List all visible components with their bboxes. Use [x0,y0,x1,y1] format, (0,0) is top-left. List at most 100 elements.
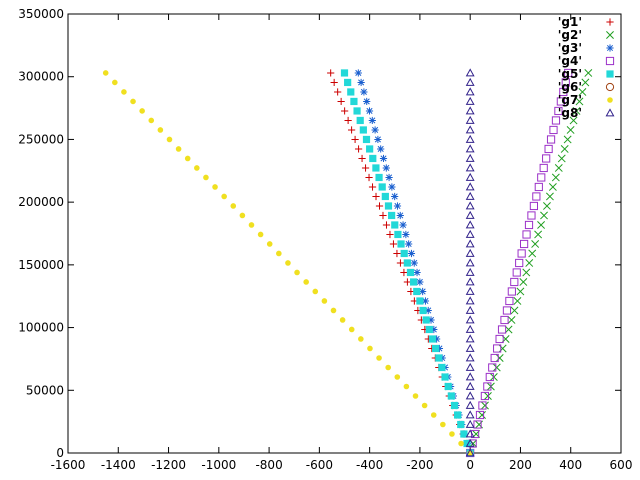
data-point [419,287,427,296]
open-circle-marker [605,82,615,92]
filled-square-marker [450,401,459,410]
data-point [407,249,416,258]
data-point [563,135,572,144]
cross-marker [528,249,537,258]
x-tick-label: 200 [509,458,532,472]
data-point [410,259,418,267]
data-point [112,79,118,86]
open-square-marker [539,163,548,173]
filled-square-marker [463,439,471,448]
data-point [475,410,485,420]
open-triangle-marker [465,201,475,210]
data-point [384,202,393,210]
data-point [527,211,536,220]
filled-square-marker [422,316,430,324]
cross-marker [543,202,551,210]
data-point [473,420,482,429]
open-square-marker [532,192,541,201]
data-point [102,70,109,76]
x-tick-label: 0 [466,458,474,472]
filled-square-marker [340,69,349,77]
filled-circle-marker [440,421,446,428]
data-point [427,316,435,324]
star-marker [410,259,418,267]
data-point [379,154,388,163]
data-point [285,260,291,266]
open-triangle-marker [465,106,475,115]
data-point [421,402,428,409]
open-triangle-marker [465,220,475,229]
filled-square-marker [372,164,380,172]
data-point [348,326,355,333]
cross-marker [519,278,528,286]
star-marker [371,126,379,134]
data-point [465,125,475,134]
filled-square-marker [400,249,408,258]
data-point [537,173,546,182]
open-square-marker [517,249,526,258]
filled-square-marker [460,430,468,438]
data-point [532,192,541,201]
x-tick-label: -200 [406,458,433,472]
legend-label: 'g7' [558,93,582,107]
data-point [465,87,475,96]
data-point [379,211,387,220]
plus-marker [344,116,352,125]
cross-marker [566,126,575,134]
plus-marker [393,249,401,258]
data-point [465,68,475,77]
data-point [396,211,404,220]
data-point [139,108,145,114]
open-triangle-marker [465,96,475,105]
data-point [413,287,421,296]
star-marker [419,287,427,296]
data-point [465,77,475,86]
data-point [432,344,440,353]
cross-marker [525,259,534,267]
data-point [465,372,475,381]
data-point [559,87,568,97]
legend-marker [606,31,614,39]
cross-marker [548,183,557,191]
cross-marker [551,173,560,182]
data-point [480,391,489,401]
star-marker [435,344,444,353]
star-marker [374,135,382,144]
plus-marker [351,135,359,144]
open-triangle-marker [465,305,475,314]
open-triangle-marker [465,267,475,276]
data-point [385,173,393,182]
open-square-marker [488,363,497,372]
data-point [549,125,558,135]
data-point [531,240,540,248]
data-point [513,297,522,305]
y-tick-label: 50000 [26,383,64,397]
star-marker [402,230,410,239]
data-point [524,220,534,230]
data-point [534,182,543,192]
data-point [341,107,349,115]
data-point [376,355,382,361]
data-point [393,249,401,258]
data-point [358,336,364,342]
open-triangle-marker [465,87,475,96]
open-triangle-marker [465,324,475,333]
filled-square-marker [406,268,415,277]
open-triangle-marker [465,144,475,153]
open-square-marker [485,372,494,382]
star-marker [416,278,424,286]
open-triangle-marker [465,362,475,371]
open-square-marker [495,334,504,344]
data-point [460,430,468,438]
data-point [478,411,486,419]
series-g7 [102,70,473,456]
open-square-marker [556,97,565,106]
data-point [444,382,452,391]
star-marker [385,173,393,182]
star-marker [357,78,365,87]
filled-circle-marker [367,345,373,352]
data-point [371,126,379,134]
open-square-marker [551,116,561,125]
